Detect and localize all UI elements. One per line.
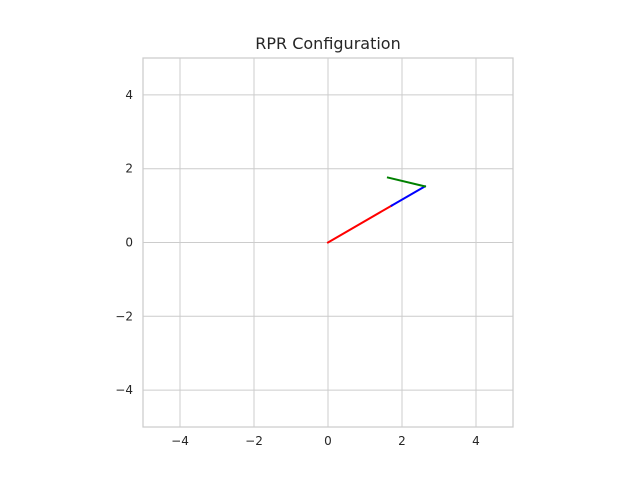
x-tick-label: 0: [324, 434, 332, 448]
y-tick-label: 0: [125, 236, 133, 250]
y-tick-label: −2: [115, 309, 133, 323]
plot-area-frame: [142, 57, 514, 428]
y-tick-label: −4: [115, 383, 133, 397]
link-segment-2: [390, 185, 427, 207]
y-tick-labels: −4 −2 0 2 4: [115, 88, 133, 397]
x-tick-label: −2: [245, 434, 263, 448]
y-tick-label: 4: [125, 88, 133, 102]
x-tick-label: 4: [472, 434, 480, 448]
link-segment-1: [326, 204, 394, 244]
series-lines: [326, 176, 427, 244]
x-tick-labels: −4 −2 0 2 4: [171, 434, 480, 448]
y-tick-label: 2: [125, 162, 133, 176]
x-tick-label: −4: [171, 434, 189, 448]
link-segment-3: [386, 176, 427, 188]
chart-title: RPR Configuration: [255, 34, 400, 53]
x-tick-label: 2: [398, 434, 406, 448]
grid-lines: [143, 58, 513, 427]
